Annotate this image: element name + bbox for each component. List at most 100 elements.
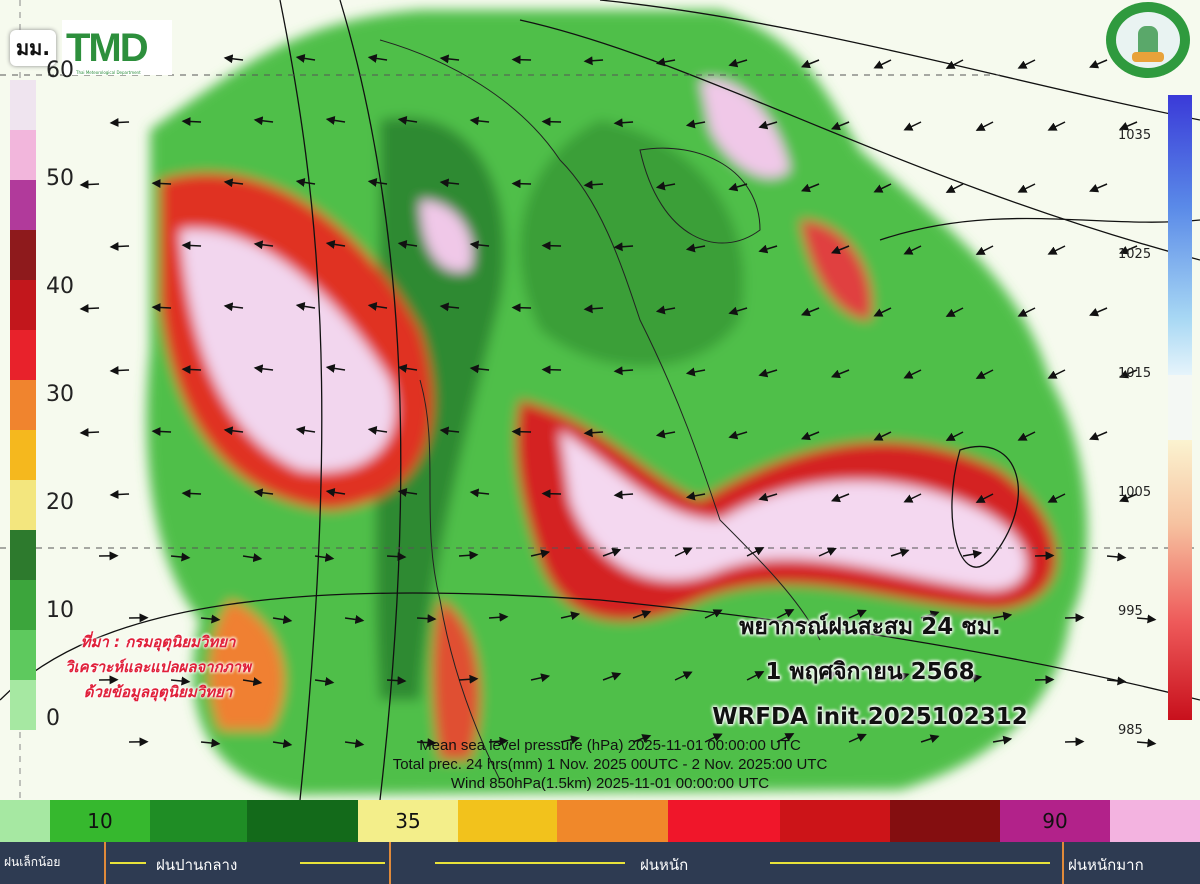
wind-arrow — [975, 245, 994, 255]
legend-segment — [1110, 800, 1200, 842]
legend-segment: 90 — [1000, 800, 1110, 842]
wind-arrow — [1065, 613, 1085, 623]
wind-arrow — [1017, 307, 1036, 317]
colorbar-band — [10, 480, 36, 530]
wind-arrow — [848, 609, 867, 619]
wind-arrow — [541, 241, 562, 251]
wind-arrow — [800, 431, 820, 441]
wind-arrow — [848, 733, 867, 743]
wind-arrow — [1017, 183, 1036, 193]
wind-arrow — [151, 427, 172, 436]
wind-arrow — [975, 121, 994, 131]
model-metadata: Mean sea level pressure (hPa) 2025-11-01… — [280, 736, 940, 793]
wind-arrow — [272, 615, 293, 625]
wind-arrow — [674, 671, 693, 681]
wind-arrow — [469, 240, 490, 250]
wind-arrow — [295, 177, 316, 187]
wind-arrow — [181, 241, 202, 250]
wind-arrow — [367, 425, 388, 435]
wind-arrow — [613, 490, 634, 500]
wind-arrow — [253, 364, 274, 374]
wind-arrow — [200, 614, 221, 624]
wind-arrow — [945, 431, 964, 441]
wind-arrow — [386, 552, 407, 562]
colorbar-band — [10, 80, 36, 130]
wind-arrow — [685, 243, 706, 253]
wind-arrow — [170, 676, 191, 686]
wind-arrow — [1017, 59, 1036, 69]
wind-arrow — [397, 363, 418, 373]
colorbar-tick: 60 — [46, 58, 74, 83]
wind-arrow — [367, 53, 388, 63]
wind-arrow — [560, 611, 581, 621]
wind-arrow — [541, 489, 562, 499]
logo-text: TMD — [66, 26, 149, 70]
wind-arrow — [655, 305, 676, 315]
wind-arrow — [992, 611, 1013, 621]
wind-arrow — [79, 428, 100, 438]
wind-arrow — [873, 431, 892, 441]
wind-arrow — [800, 59, 820, 69]
wind-arrow — [1119, 369, 1138, 379]
colorbar-tick: 0 — [46, 706, 60, 731]
wind-arrow — [79, 180, 100, 190]
wind-arrow — [903, 245, 922, 255]
wind-arrow — [890, 672, 910, 681]
wind-arrow — [873, 183, 892, 193]
wind-arrow — [488, 612, 509, 622]
colorbar-band — [10, 330, 36, 380]
wind-arrow — [367, 301, 388, 311]
unit-label: มม. — [10, 30, 56, 66]
category-heavy: ฝนหนัก — [640, 856, 689, 874]
legend-segment — [458, 800, 557, 842]
wind-arrow — [325, 115, 346, 125]
wind-arrow — [458, 674, 479, 684]
wind-arrow — [1065, 737, 1085, 747]
legend-segment: 10 — [50, 800, 150, 842]
wind-arrow — [655, 429, 676, 439]
wind-arrow — [458, 550, 479, 560]
rainfall-forecast-map — [0, 0, 1200, 800]
pressure-tick: 1005 — [1118, 485, 1152, 500]
wind-arrow — [469, 364, 490, 374]
wind-arrow — [1035, 675, 1055, 685]
wind-arrow — [728, 182, 748, 192]
wind-arrow — [613, 366, 634, 376]
colorbar-band — [10, 230, 36, 280]
category-light: ฝนเล็กน้อย — [4, 855, 61, 869]
wind-arrow — [903, 369, 922, 379]
wind-arrow — [469, 116, 490, 126]
wind-arrow — [223, 426, 244, 436]
wind-arrow — [776, 733, 795, 743]
title-line-1: พยากรณ์ฝนสะสม 24 ชม. — [739, 614, 1001, 640]
wind-arrow — [704, 609, 723, 619]
colorbar-tick: 10 — [46, 598, 74, 623]
wind-arrow — [511, 55, 532, 65]
wind-arrow — [541, 365, 562, 375]
source-line-1: ที่มา : กรมอุตุนิยมวิทยา — [80, 633, 236, 651]
legend-segment: 35 — [358, 800, 458, 842]
wind-arrow — [314, 553, 335, 562]
colorbar-band — [10, 580, 36, 630]
wind-arrow — [632, 734, 652, 743]
wind-arrow — [1017, 431, 1036, 441]
meta-precip: Total prec. 24 hrs(mm) 1 Nov. 2025 00UTC… — [392, 756, 828, 773]
wind-arrow — [758, 244, 778, 254]
colorbar-band — [10, 380, 36, 430]
pressure-tick: 1035 — [1118, 128, 1152, 143]
legend-segment — [150, 800, 247, 842]
wind-arrow — [109, 118, 130, 128]
wind-arrow — [344, 615, 365, 624]
wind-arrow — [109, 490, 130, 500]
wind-arrow — [632, 610, 652, 619]
wind-arrow — [945, 183, 964, 193]
wind-arrow — [728, 430, 748, 440]
wind-arrow — [439, 302, 460, 312]
wind-arrow — [655, 57, 676, 67]
wind-arrow — [873, 59, 892, 69]
wind-arrow — [685, 491, 706, 501]
wind-arrow — [295, 425, 316, 435]
wind-arrow — [223, 178, 244, 188]
meta-wind: Wind 850hPa(1.5km) 2025-11-01 00:00:00 U… — [450, 775, 770, 792]
colorbar-tick: 20 — [46, 490, 74, 515]
